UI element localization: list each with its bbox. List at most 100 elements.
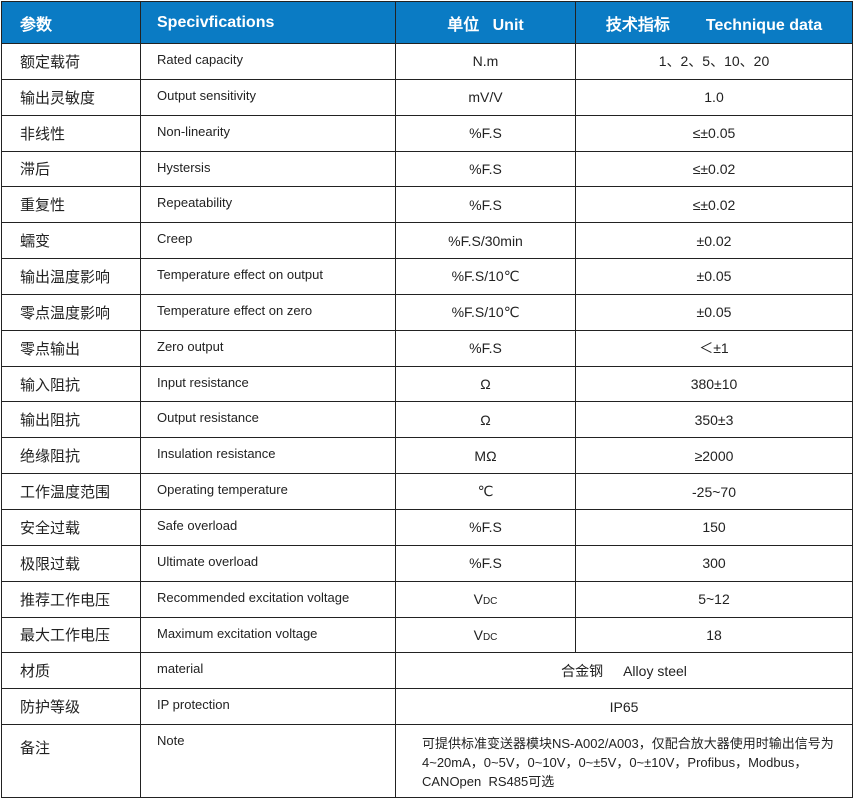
param-unit: %F.S [395,329,576,367]
unit-text: %F.S [469,519,502,536]
table-row: 极限过载 Ultimate overload %F.S 300 [1,544,853,582]
param-value: ≤±0.02 [575,186,853,224]
header-spec: Specivfications [140,1,396,44]
param-value: ＜±1 [575,329,853,367]
param-cn: 极限过载 [1,544,141,582]
header-data-cn: 技术指标 [605,16,670,34]
param-unit: %F.S [395,150,576,188]
note-line: 4~20mA，0~5V，0~10V，0~±5V，0~±10V，Profibus，… [422,754,808,770]
param-cn: 最大工作电压 [1,616,141,654]
param-unit: %F.S [395,508,576,546]
unit-text: Ω [480,411,491,428]
header-data-en: Technique data [705,16,823,34]
param-cn: 滞后 [1,150,141,188]
param-unit: MΩ [395,437,576,475]
row-material: 材质 material 合金钢 Alloy steel [1,652,853,690]
param-en: Temperature effect on zero [140,293,396,331]
param-cn: 输出温度影响 [1,258,141,295]
table-row: 零点温度影响 Temperature effect on zero %F.S/1… [1,293,853,331]
table-row: 蠕变 Creep %F.S/30min ±0.02 [1,222,853,260]
param-en: Zero output [140,329,396,367]
unit-text: ℃ [477,483,494,500]
header-param: 参数 [1,1,141,44]
param-unit: mV/V [395,78,576,116]
param-unit: %F.S [395,114,576,152]
param-value: 150 [575,508,853,546]
table-row: 输出阻抗 Output resistance Ω 350±3 [1,401,853,439]
param-cn: 防护等级 [1,688,141,726]
table-row: 输入阻抗 Input resistance Ω 380±10 [1,365,853,403]
param-en: Safe overload [140,508,396,546]
note-line: CANOpen RS485可选 [422,773,555,789]
param-unit: N.m [395,43,576,80]
param-unit: %F.S [395,544,576,582]
param-cn: 非线性 [1,114,141,152]
header-unit-en: Unit [492,16,524,34]
table-row: 输出灵敏度 Output sensitivity mV/V 1.0 [1,78,853,116]
header-unit: 单位 Unit [395,1,576,44]
param-cn: 输入阻抗 [1,365,141,403]
table-row: 非线性 Non-linearity %F.S ≤±0.05 [1,114,853,152]
param-value: ≤±0.02 [575,150,853,188]
unit-text: %F.S [469,196,502,213]
param-value: 5~12 [575,580,853,618]
param-cn: 绝缘阻抗 [1,437,141,475]
param-value: 350±3 [575,401,853,439]
unit-sub: DC [482,631,498,643]
note-text: 可提供标准变送器模块NS-A002/A003，仅配合放大器使用时输出信号为 4~… [395,724,853,799]
param-en: IP protection [140,688,396,726]
param-en: Maximum excitation voltage [140,616,396,654]
param-value: 1.0 [575,78,853,116]
param-en: Temperature effect on output [140,258,396,295]
unit-text: %F.S [469,340,502,357]
material-en: Alloy steel [623,662,687,679]
table-row: 绝缘阻抗 Insulation resistance MΩ ≥2000 [1,437,853,475]
unit-text: Ω [480,376,491,393]
param-value: IP65 [395,688,853,726]
param-en: Hystersis [140,150,396,188]
param-en: material [140,652,396,690]
param-value: 1、2、5、10、20 [575,43,853,80]
param-unit: %F.S/10℃ [395,258,576,295]
param-value: -25~70 [575,473,853,510]
table-row: 推荐工作电压 Recommended excitation voltage VD… [1,580,853,618]
param-en: Non-linearity [140,114,396,152]
param-cn: 额定载荷 [1,43,141,80]
param-unit: VDC [395,616,576,654]
param-value: ≥2000 [575,437,853,475]
param-en: Output resistance [140,401,396,439]
param-en: Input resistance [140,365,396,403]
param-cn: 输出阻抗 [1,401,141,439]
param-en: Creep [140,222,396,260]
param-cn: 输出灵敏度 [1,78,141,116]
unit-main: V [473,626,483,643]
table-row: 输出温度影响 Temperature effect on output %F.S… [1,258,853,295]
param-cn: 推荐工作电压 [1,580,141,618]
unit-text: mV/V [468,89,503,106]
param-unit: %F.S [395,186,576,224]
header-row: 参数 Specivfications 单位 Unit 技术指标 Technique… [1,1,853,44]
param-cn: 零点输出 [1,329,141,367]
param-unit: %F.S/10℃ [395,293,576,331]
param-unit: VDC [395,580,576,618]
param-en: Operating temperature [140,473,396,510]
param-cn: 零点温度影响 [1,293,141,331]
param-value: 300 [575,544,853,582]
param-value: ±0.02 [575,222,853,260]
unit-sub: DC [482,596,498,608]
table-row: 最大工作电压 Maximum excitation voltage VDC 18 [1,616,853,654]
param-en: Insulation resistance [140,437,396,475]
param-en: Recommended excitation voltage [140,580,396,618]
param-cn: 材质 [1,652,141,690]
param-unit: Ω [395,365,576,403]
header-unit-cn: 单位 [447,16,480,34]
unit-main: V [473,591,483,608]
table-row: 额定载荷 Rated capacity N.m 1、2、5、10、20 [1,43,853,80]
table-row: 工作温度范围 Operating temperature ℃ -25~70 [1,473,853,510]
param-value: 合金钢 Alloy steel [395,652,853,690]
material-cn: 合金钢 [561,662,604,679]
unit-text: %F.S [469,160,502,177]
unit-text: %F.S [469,125,502,142]
header-data: 技术指标 Technique data [575,1,853,44]
